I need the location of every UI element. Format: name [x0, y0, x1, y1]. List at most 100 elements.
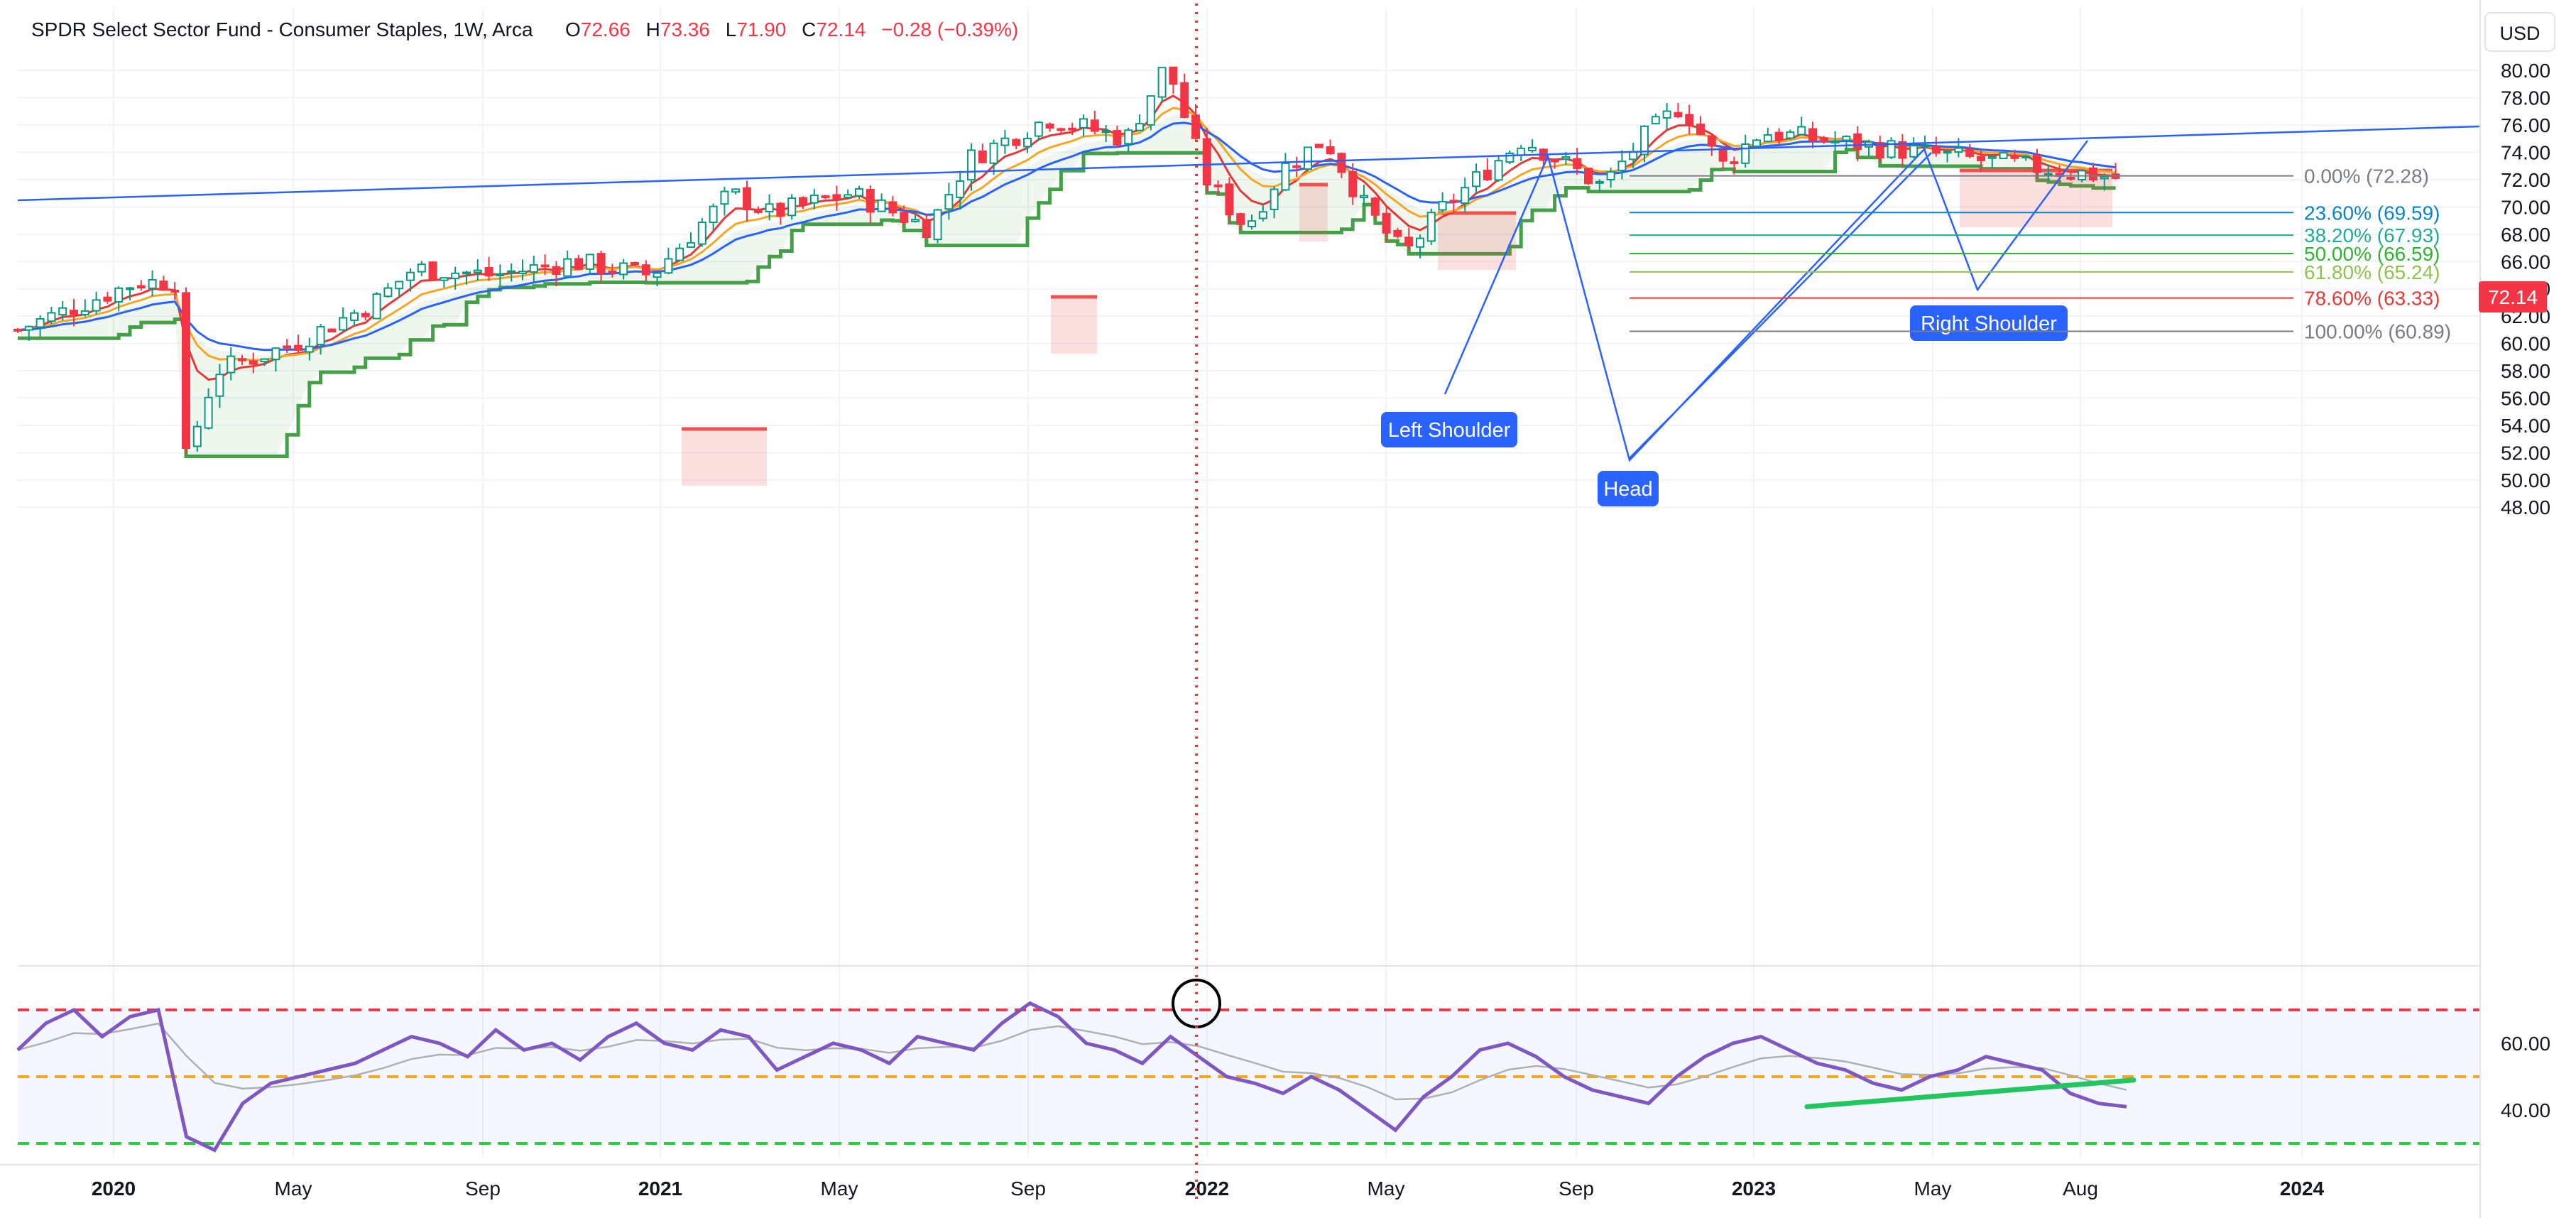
price-axis-tick-label: 74.00 [2501, 142, 2550, 164]
annotation-label: Head [1603, 478, 1652, 501]
candle-body [361, 312, 370, 317]
candle-body [294, 344, 302, 351]
candle-body [731, 188, 741, 193]
resistance-fill [1299, 185, 1328, 241]
fib-level-label: 100.00% (60.89) [2304, 320, 2451, 342]
candle-body [1774, 131, 1784, 141]
candle-body [585, 254, 594, 270]
candle-body [809, 195, 819, 204]
candle-body [1270, 188, 1279, 210]
candle-body [1225, 183, 1234, 216]
candle-body [697, 222, 706, 245]
candle-body [148, 278, 157, 289]
candle-body [204, 396, 213, 429]
legend-high: 73.36 [660, 18, 710, 40]
candle-body [1068, 127, 1077, 131]
candle-body [1853, 133, 1862, 151]
fib-level-label: 61.80% (65.24) [2304, 261, 2440, 283]
price-axis-tick-label: 68.00 [2501, 224, 2550, 246]
candle-body [653, 272, 662, 278]
candle-body [1550, 159, 1559, 163]
candle-body [1640, 125, 1649, 156]
candle-body [866, 189, 875, 213]
time-axis-tick-label: May [275, 1178, 312, 1200]
candle-body [238, 358, 246, 361]
candle-body [462, 271, 471, 275]
candle-body [1898, 141, 1907, 159]
candle-body [1887, 140, 1896, 158]
candle-body [1348, 170, 1358, 197]
candle-body [1965, 148, 1975, 157]
candle-body [989, 142, 998, 164]
candle-body [417, 263, 426, 273]
candle-body [967, 149, 976, 181]
candle-body [80, 310, 89, 316]
candle-body [227, 355, 236, 374]
candle-body [182, 292, 190, 450]
candle-body [1909, 145, 1919, 158]
price-axis-tick-label: 72.00 [2501, 169, 2550, 191]
candle-body [305, 345, 314, 353]
legend-close: 72.14 [816, 18, 866, 40]
candle-body [58, 307, 67, 316]
candle-body [507, 270, 516, 273]
candle-body [776, 202, 785, 217]
candle-body [1012, 138, 1021, 146]
candle-body [1180, 82, 1189, 118]
candle-body [529, 263, 538, 273]
candle-body [1595, 180, 1604, 184]
candle-body [159, 281, 168, 291]
fib-level-label: 78.60% (63.33) [2304, 288, 2440, 310]
time-axis-tick-label: May [821, 1178, 858, 1200]
candle-body [1674, 112, 1683, 118]
candle-body [1921, 144, 1929, 148]
price-axis-tick-label: 56.00 [2501, 387, 2550, 409]
candle-body [70, 310, 78, 315]
candle-body [1146, 95, 1155, 126]
candle-body [451, 272, 460, 280]
candle-body [1101, 130, 1110, 134]
time-axis-tick-label: 2020 [92, 1178, 136, 1200]
currency-button[interactable]: USD [2484, 12, 2555, 52]
candle-body [1057, 128, 1066, 131]
legend-interval: 1W [453, 18, 484, 40]
candle-body [1573, 158, 1582, 169]
candle-body [1202, 138, 1211, 186]
candle-body [619, 262, 628, 276]
annotation-label-bg [1381, 412, 1517, 447]
candle-body [126, 287, 134, 290]
candle-body [1685, 114, 1694, 126]
candle-body [1561, 156, 1571, 160]
annotation-label-bg [1598, 471, 1659, 506]
candle-body [316, 326, 325, 345]
candle-body [540, 264, 550, 268]
time-axis-tick-label: Sep [1559, 1178, 1594, 1200]
time-axis-tick-label: Sep [465, 1178, 501, 1200]
candle-body [350, 312, 359, 321]
oscillator-line [16, 1001, 2127, 1153]
candle-body [1191, 114, 1200, 139]
candle-body [1079, 118, 1088, 129]
candle-body [1718, 148, 1728, 162]
candle-body [687, 241, 695, 248]
neckline-trendline [17, 125, 2481, 202]
candle-body [720, 190, 729, 205]
ema-slow-line [17, 121, 2116, 352]
candle-body [844, 194, 853, 198]
candle-body [1023, 137, 1032, 148]
candle-body [136, 285, 146, 289]
candle-body [1707, 135, 1716, 147]
candle-body [563, 258, 572, 277]
candle-body [484, 267, 493, 277]
resistance-fill [1960, 170, 2112, 227]
price-axis-tick-label: 66.00 [2501, 251, 2550, 273]
price-axis-tick-label: 54.00 [2501, 415, 2550, 437]
candle-body [1943, 151, 1952, 154]
candle-body [215, 374, 224, 397]
candle-body [2043, 173, 2053, 176]
price-axis-tick-label: 76.00 [2501, 114, 2550, 136]
candle-body [1931, 146, 1941, 154]
oscillator-axis-tick-label: 40.00 [2501, 1099, 2550, 1121]
